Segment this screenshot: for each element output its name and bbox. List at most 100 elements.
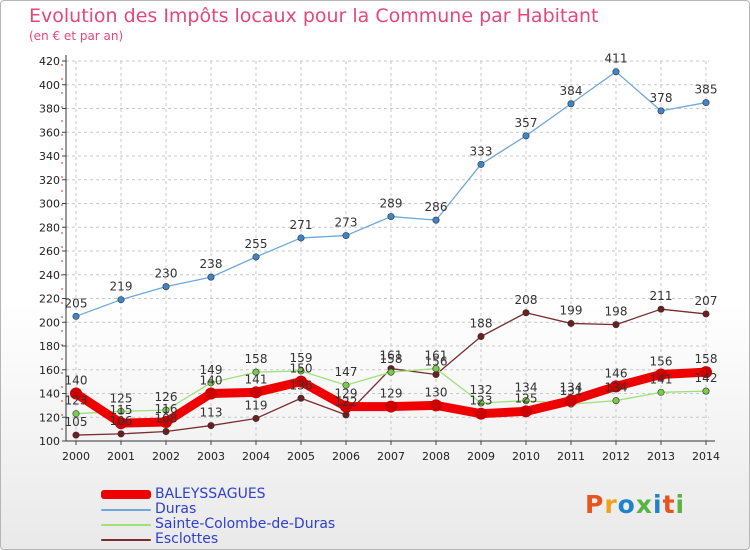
data-point — [387, 368, 395, 376]
data-label: 122 — [335, 395, 358, 409]
data-point — [162, 406, 170, 414]
data-point — [342, 232, 350, 240]
chart-title: Evolution des Impôts locaux pour la Comm… — [29, 5, 599, 27]
data-label: 273 — [335, 216, 358, 230]
data-label: 161 — [425, 349, 448, 363]
data-label: 125 — [515, 391, 538, 405]
data-label: 286 — [425, 200, 448, 214]
x-tick-label: 2009 — [467, 450, 495, 463]
logo-letter: x — [635, 490, 653, 519]
data-point — [115, 417, 127, 430]
data-point — [610, 380, 622, 393]
legend-swatch — [101, 524, 151, 526]
data-point — [477, 160, 485, 168]
y-tick-label: 240 — [39, 269, 60, 282]
data-point — [162, 427, 170, 435]
y-tick-label: 180 — [39, 340, 60, 353]
data-label: 205 — [65, 296, 88, 310]
x-tick-label: 2013 — [647, 450, 675, 463]
data-point — [612, 321, 620, 329]
data-point — [70, 387, 82, 400]
data-label: 141 — [245, 372, 268, 386]
logo-letter: i — [675, 490, 686, 519]
y-tick-label: 140 — [39, 388, 60, 401]
data-label: 159 — [290, 351, 313, 365]
legend-swatch — [101, 509, 151, 511]
data-point — [522, 132, 530, 140]
data-label: 115 — [110, 403, 133, 417]
legend-label: Esclottes — [155, 531, 219, 547]
data-label: 136 — [290, 378, 313, 392]
data-point — [567, 319, 575, 327]
data-point — [297, 394, 305, 402]
data-label: 116 — [155, 402, 178, 416]
data-label: 156 — [425, 355, 448, 369]
data-label: 141 — [650, 372, 673, 386]
legend-label: Duras — [155, 501, 197, 517]
data-point — [340, 400, 352, 413]
data-label: 140 — [65, 374, 88, 388]
data-label: 142 — [695, 371, 718, 385]
data-point — [657, 388, 665, 396]
data-point — [657, 305, 665, 313]
data-point — [565, 394, 577, 407]
data-label: 385 — [695, 83, 718, 97]
y-tick-label: 200 — [39, 316, 60, 329]
proxiti-logo: Proxiti — [585, 490, 685, 519]
y-tick-label: 260 — [39, 245, 60, 258]
x-tick-label: 2011 — [557, 450, 585, 463]
data-point — [297, 367, 305, 375]
data-label: 289 — [380, 197, 403, 211]
data-point — [205, 387, 217, 400]
y-tick-label: 300 — [39, 198, 60, 211]
legend-swatch — [101, 490, 151, 499]
data-label: 357 — [515, 116, 538, 130]
y-tick-label: 120 — [39, 411, 60, 424]
data-point — [250, 386, 262, 399]
data-points — [70, 68, 712, 439]
data-point — [702, 387, 710, 395]
y-tick-label: 220 — [39, 293, 60, 306]
data-point — [702, 99, 710, 107]
data-point — [342, 411, 350, 419]
data-label: 130 — [425, 385, 448, 399]
data-label: 219 — [110, 280, 133, 294]
data-label: 161 — [380, 349, 403, 363]
data-point — [702, 310, 710, 318]
x-tick-label: 2002 — [152, 450, 180, 463]
data-label: 123 — [65, 394, 88, 408]
data-label: 129 — [335, 387, 358, 401]
data-label: 129 — [380, 387, 403, 401]
legend-swatch — [101, 539, 151, 541]
data-label: 199 — [560, 303, 583, 317]
data-label: 198 — [605, 305, 628, 319]
data-label: 150 — [290, 362, 313, 376]
data-point — [657, 107, 665, 115]
data-point — [612, 397, 620, 405]
data-point — [432, 370, 440, 378]
y-tick-label: 400 — [39, 79, 60, 92]
data-point — [477, 399, 485, 407]
data-point — [252, 414, 260, 422]
x-tick-label: 2000 — [62, 450, 90, 463]
data-point — [520, 405, 532, 418]
data-point — [522, 309, 530, 317]
data-label: 333 — [470, 144, 493, 158]
y-tick-label: 380 — [39, 103, 60, 116]
data-label: 147 — [335, 365, 358, 379]
data-point — [655, 368, 667, 381]
data-point — [387, 213, 395, 221]
x-tick-label: 2007 — [377, 450, 405, 463]
x-tick-label: 2014 — [692, 450, 720, 463]
data-label: 126 — [155, 390, 178, 404]
x-tick-label: 2006 — [332, 450, 360, 463]
data-label: 131 — [560, 384, 583, 398]
data-label: 123 — [470, 394, 493, 408]
data-label: 119 — [245, 398, 268, 412]
data-point — [477, 332, 485, 340]
data-point — [700, 366, 712, 379]
data-label: 158 — [245, 352, 268, 366]
